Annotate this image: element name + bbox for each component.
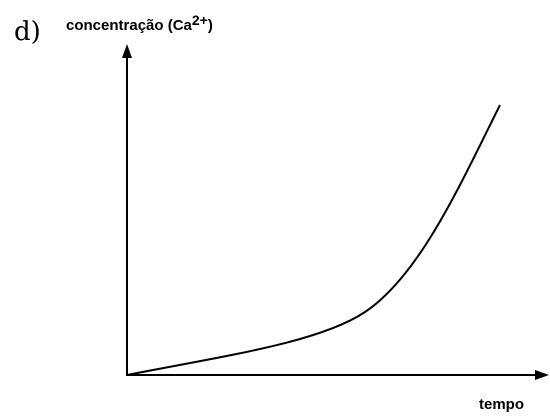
x-axis-label: tempo xyxy=(479,396,524,413)
x-axis-arrow xyxy=(535,370,549,380)
panel-label: d) xyxy=(14,17,41,47)
y-axis-label-suffix: ) xyxy=(208,17,213,34)
y-axis-arrow xyxy=(122,44,132,58)
y-axis-label-text: concentração (Ca xyxy=(66,17,193,34)
curve xyxy=(126,104,501,376)
y-axis-label-superscript: 2+ xyxy=(192,12,208,28)
y-axis-label: concentração (Ca2+) xyxy=(66,12,213,34)
